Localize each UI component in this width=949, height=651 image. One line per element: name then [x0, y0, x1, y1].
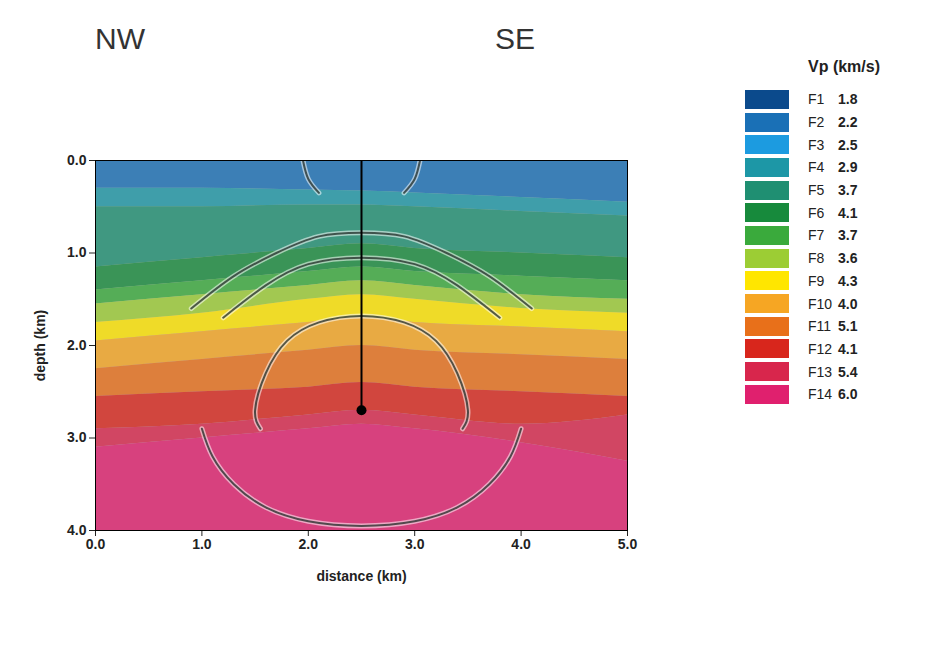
html-text:F5: F5 [808, 182, 825, 199]
svg-text:5.0: 5.0 [618, 536, 638, 552]
svg-text:1.0: 1.0 [67, 244, 87, 260]
html-text:3.6: 3.6 [838, 250, 858, 267]
html-text:SE: SE [495, 22, 535, 55]
svg-text:depth (km): depth (km) [32, 310, 48, 382]
html-text:F10 4.0: F10 4.0 [808, 295, 858, 312]
svg-text:1.0: 1.0 [192, 536, 212, 552]
html-text:F14 6.0: F14 6.0 [808, 386, 858, 403]
html-text:Vp (km/s): Vp (km/s) [808, 58, 880, 75]
html-text:3.7: 3.7 [838, 182, 858, 199]
html-text:NW: NW [95, 22, 145, 55]
html-text:F9: F9 [808, 272, 825, 289]
html-text:1.8: 1.8 [838, 91, 858, 108]
html-text:F4: F4 [808, 159, 825, 176]
html-text:F11: F11 [808, 318, 832, 335]
html-text:3.7: 3.7 [838, 227, 858, 244]
svg-text:0.0: 0.0 [86, 536, 106, 552]
svg-text:4.0: 4.0 [67, 522, 87, 538]
html-text:F12 4.1: F12 4.1 [808, 340, 858, 357]
svg-text:3.0: 3.0 [67, 429, 87, 445]
svg-text:distance (km): distance (km) [316, 568, 406, 584]
html-text:F7: F7 [808, 227, 825, 244]
html-text:F6: F6 [808, 204, 825, 221]
svg-text:4.0: 4.0 [511, 536, 531, 552]
svg-text:3.0: 3.0 [405, 536, 425, 552]
svg-text:0.0: 0.0 [67, 152, 87, 168]
html-text:2.5: 2.5 [838, 136, 858, 153]
html-text:F2: F2 [808, 114, 825, 130]
html-text:4.1: 4.1 [838, 204, 858, 221]
svg-text:2.0: 2.0 [67, 337, 87, 353]
html-text:F8: F8 [808, 250, 825, 267]
html-text:F3: F3 [808, 136, 825, 153]
html-text:F1: F1 [808, 91, 825, 108]
html-text:F13 5.4: F13 5.4 [808, 363, 858, 380]
html-text:5.1: 5.1 [838, 318, 858, 335]
svg-text:2.0: 2.0 [299, 536, 319, 552]
html-text:4.3: 4.3 [838, 272, 858, 289]
html-text:2.2: 2.2 [838, 114, 858, 130]
html-text:2.9: 2.9 [838, 159, 858, 176]
